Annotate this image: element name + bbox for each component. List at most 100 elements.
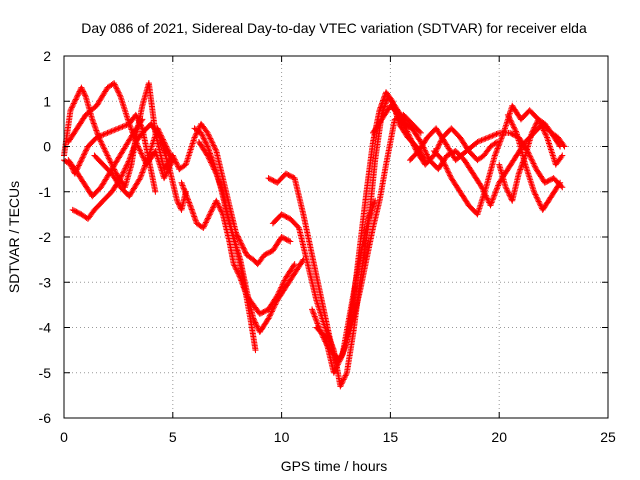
- data-point: [281, 277, 288, 284]
- data-point: [139, 169, 146, 176]
- data-point: [234, 269, 241, 276]
- data-point: [127, 125, 134, 132]
- data-point: [327, 338, 334, 345]
- data-point: [532, 123, 539, 130]
- data-point: [210, 142, 217, 149]
- data-point: [404, 129, 411, 136]
- data-point: [490, 193, 497, 200]
- data-point: [531, 124, 538, 131]
- data-point: [129, 147, 136, 154]
- data-point: [338, 354, 345, 361]
- data-point: [538, 123, 545, 130]
- data-point: [445, 169, 452, 176]
- data-point: [204, 216, 211, 223]
- series-track-k: [195, 138, 259, 354]
- data-point: [310, 309, 317, 316]
- data-point: [311, 313, 318, 320]
- data-point: [271, 302, 278, 309]
- data-point: [425, 154, 432, 161]
- data-point: [331, 368, 338, 375]
- data-point: [435, 142, 442, 149]
- data-point: [559, 184, 566, 191]
- data-point: [103, 149, 110, 156]
- data-point: [309, 307, 316, 314]
- data-point: [336, 357, 343, 364]
- data-point: [68, 104, 75, 111]
- data-point: [185, 196, 192, 203]
- data-point: [163, 143, 170, 150]
- data-point: [530, 160, 537, 167]
- data-point: [112, 82, 119, 89]
- data-point: [444, 168, 451, 175]
- data-point: [119, 170, 126, 177]
- x-tick-label: 10: [274, 429, 290, 445]
- data-point: [322, 325, 329, 332]
- data-point: [334, 362, 341, 369]
- data-point: [107, 158, 114, 165]
- data-point: [103, 151, 110, 158]
- data-point: [161, 139, 168, 146]
- data-point: [91, 123, 98, 130]
- y-tick-label: -4: [39, 320, 52, 336]
- data-point: [116, 91, 123, 98]
- data-point: [186, 200, 193, 207]
- data-point: [205, 132, 212, 139]
- data-point: [105, 153, 112, 160]
- data-point: [130, 144, 137, 151]
- data-point: [140, 154, 147, 161]
- data-point: [126, 157, 133, 164]
- data-point: [199, 132, 206, 139]
- data-point: [216, 180, 223, 187]
- data-point: [78, 84, 85, 91]
- data-point: [138, 117, 145, 124]
- data-point: [484, 195, 491, 202]
- data-point: [273, 298, 280, 305]
- data-point: [388, 96, 395, 103]
- data-point: [475, 138, 482, 145]
- data-point: [210, 203, 217, 210]
- x-tick-label: 15: [383, 429, 399, 445]
- data-point: [341, 375, 348, 382]
- data-point: [113, 84, 120, 91]
- data-point: [121, 166, 128, 173]
- data-point: [411, 143, 418, 150]
- data-point: [529, 159, 536, 166]
- data-point: [336, 358, 343, 365]
- data-point: [441, 161, 448, 168]
- data-point: [424, 152, 431, 159]
- data-point: [492, 149, 499, 156]
- data-point: [124, 159, 131, 166]
- data-point: [173, 159, 180, 166]
- data-point: [77, 159, 84, 166]
- data-point: [410, 141, 417, 148]
- data-point: [132, 140, 139, 147]
- data-point: [215, 201, 222, 208]
- data-point: [96, 133, 103, 140]
- data-point: [131, 141, 138, 148]
- data-point: [115, 125, 122, 132]
- data-point: [207, 210, 214, 217]
- data-point: [270, 304, 277, 311]
- data-point: [527, 153, 534, 160]
- data-point: [335, 360, 342, 367]
- data-point: [542, 130, 549, 137]
- data-point: [294, 223, 301, 230]
- data-point: [494, 146, 501, 153]
- data-point: [180, 183, 187, 190]
- data-point: [309, 306, 316, 313]
- data-point: [68, 105, 75, 112]
- data-point: [138, 170, 145, 177]
- data-point: [232, 263, 239, 270]
- series-track-h: [176, 120, 294, 268]
- data-point: [100, 131, 107, 138]
- x-tick-label: 0: [60, 429, 68, 445]
- data-point: [133, 113, 140, 120]
- data-point: [311, 312, 318, 319]
- data-point: [213, 197, 220, 204]
- data-point: [491, 192, 498, 199]
- data-point: [508, 118, 515, 125]
- data-point: [490, 132, 497, 139]
- data-point: [101, 145, 108, 152]
- data-point: [512, 127, 519, 134]
